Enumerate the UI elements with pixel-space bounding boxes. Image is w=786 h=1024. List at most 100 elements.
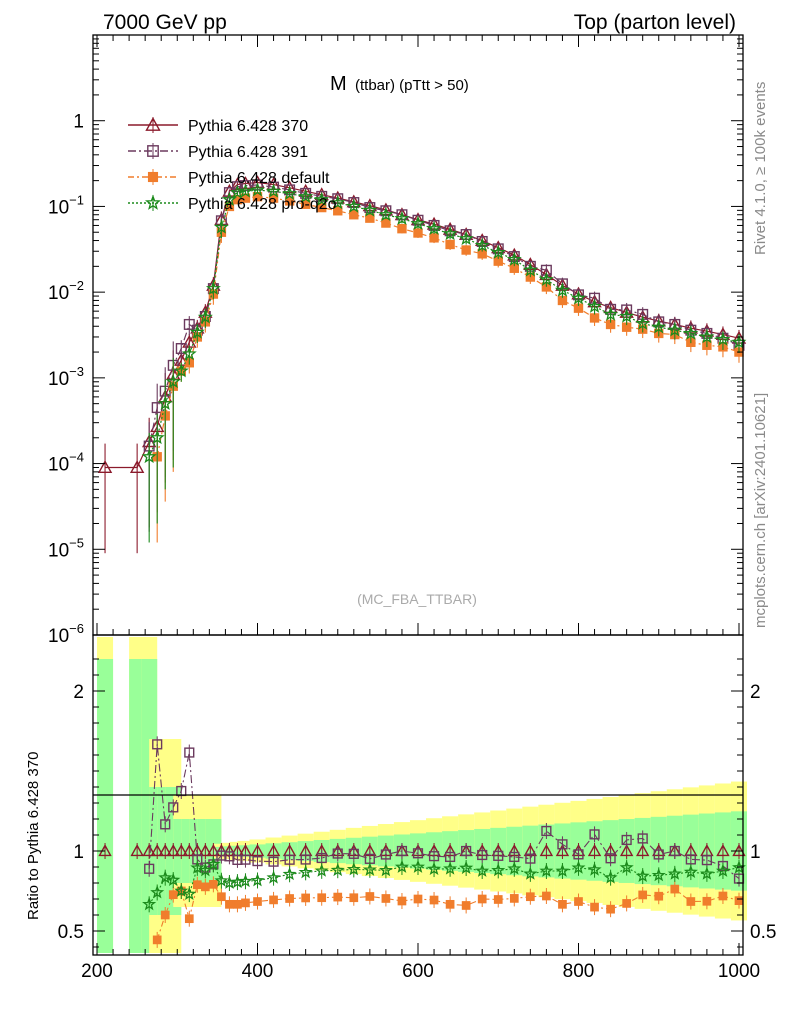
ratio-point-pythia-6-428-391 [685,854,696,865]
ratio-point-pythia-6-428-pro-q2o [443,861,458,875]
data-point-pythia-6-428-pro-q2o [619,308,635,323]
ratio-point-pythia-6-428-default [168,890,178,899]
x-tick-label: 800 [563,961,595,982]
ratio-point-pythia-6-428-391 [184,747,195,758]
ratio-point-pythia-6-428-pro-q2o [346,862,361,876]
ratio-point-pythia-6-428-pro-q2o [206,856,221,871]
ratio-point-pythia-6-428-default [445,899,455,909]
ratio-point-pythia-6-428-default [217,892,226,902]
ratio-point-pythia-6-428-391 [461,845,472,857]
ratio-point-pythia-6-428-default [413,894,423,904]
ratio-point-pythia-6-428-370 [636,844,650,857]
data-point-pythia-6-428-pro-q2o [490,244,506,259]
ratio-y-axis-label: Ratio to Pythia 6.428 370 [25,752,42,920]
ratio-point-pythia-6-428-pro-q2o [667,866,682,880]
data-point-pythia-6-428-pro-q2o [346,198,362,213]
ratio-point-pythia-6-428-370 [619,844,634,857]
stat-band [97,659,114,953]
data-point-pythia-6-428-pro-q2o [205,280,221,295]
ratio-point-pythia-6-428-370 [539,844,554,857]
ratio-point-pythia-6-428-pro-q2o [507,861,522,875]
y-tick-label: 10−1 [48,192,84,218]
plot-title-main: M [330,73,347,95]
ratio-point-pythia-6-428-default [525,892,535,902]
ratio-point-pythia-6-428-default [365,892,375,901]
ratio-point-pythia-6-428-391 [701,855,712,866]
ratio-tick-label-left: 1 [73,842,84,863]
ratio-point-pythia-6-428-391 [573,849,584,860]
ratio-point-pythia-6-428-370 [174,844,188,857]
data-point-pythia-6-428-pro-q2o [149,429,165,445]
ratio-point-pythia-6-428-default [606,904,615,914]
x-tick-label: 200 [81,961,113,982]
ratio-point-pythia-6-428-pro-q2o [394,859,409,873]
ratio-point-pythia-6-428-391 [216,850,227,861]
ratio-point-pythia-6-428-default [734,896,744,906]
ratio-panel: 0.5 0.5 1 1 2 2 Ratio to Pythia 6.428 370 [25,634,776,956]
ratio-point-pythia-6-428-pro-q2o [142,896,157,911]
data-point-pythia-6-428-pro-q2o [173,363,189,378]
data-point-pythia-6-428-pro-q2o [213,219,229,234]
ratio-point-pythia-6-428-pro-q2o [539,863,554,877]
ratio-point-pythia-6-428-default [269,895,278,905]
ratio-point-pythia-6-428-pro-q2o [166,872,181,886]
ratio-point-pythia-6-428-391 [160,819,171,830]
x-tick-label: 1000 [718,961,760,982]
ratio-point-pythia-6-428-pro-q2o [555,863,570,877]
data-point-pythia-6-428-default [300,199,311,209]
data-point-pythia-6-428-pro-q2o [538,271,554,287]
ratio-point-pythia-6-428-370 [732,844,746,857]
ratio-point-pythia-6-428-391 [396,845,408,857]
ratio-point-pythia-6-428-391 [493,850,504,861]
ratio-point-pythia-6-428-pro-q2o [523,866,538,880]
data-point-pythia-6-428-pro-q2o [141,448,157,464]
ratio-point-pythia-6-428-default [209,879,218,889]
ratio-point-pythia-6-428-pro-q2o [475,863,490,877]
ratio-point-pythia-6-428-391 [605,853,616,864]
ratio-point-pythia-6-428-391 [240,854,251,865]
data-point-pythia-6-428-pro-q2o [522,262,538,277]
ratio-point-pythia-6-428-391 [232,854,243,865]
ratio-point-pythia-6-428-pro-q2o [459,860,474,875]
data-point-pythia-6-428-default [413,228,423,238]
ratio-point-pythia-6-428-pro-q2o [378,862,393,877]
ratio-point-pythia-6-428-391 [557,839,568,850]
ratio-point-pythia-6-428-391 [380,849,392,860]
ratio-point-pythia-6-428-default [225,899,234,909]
ratio-point-pythia-6-428-pro-q2o [651,867,666,882]
ratio-point-pythia-6-428-391 [637,833,648,844]
data-point-pythia-6-428-default [333,206,343,216]
data-point-pythia-6-428-pro-q2o [330,195,346,210]
ratio-point-pythia-6-428-pro-q2o [214,873,229,887]
ratio-point-pythia-6-428-default [638,890,648,900]
ratio-point-pythia-6-428-370 [198,844,213,857]
data-point-pythia-6-428-pro-q2o [265,183,282,198]
legend: Pythia 6.428 370 Pythia 6.428 391 Pythia 6… [128,117,337,213]
ratio-point-pythia-6-428-default [429,895,439,905]
ratio-point-pythia-6-428-pro-q2o [603,870,618,884]
data-point-pythia-6-428-pro-q2o [587,298,602,313]
ratio-point-pythia-6-428-pro-q2o [314,863,329,877]
ratio-point-pythia-6-428-default [285,894,294,903]
ratio-point-pythia-6-428-default [381,894,391,903]
process-label: Top (parton level) [574,11,736,34]
ratio-point-pythia-6-428-370 [206,844,221,857]
data-point-pythia-6-428-pro-q2o [715,331,731,346]
ratio-point-pythia-6-428-default [574,897,583,906]
ratio-point-pythia-6-428-pro-q2o [427,861,442,876]
rivet-version-label: Rivet 4.1.0, ≥ 100k events [752,82,769,255]
data-point-pythia-6-428-default [317,202,327,213]
y-tick-label: 10−5 [48,535,84,561]
ratio-tick-label-left: 2 [73,682,84,703]
ratio-point-pythia-6-428-391 [252,856,263,867]
data-point-pythia-6-428-pro-q2o [410,215,426,231]
ratio-point-pythia-6-428-pro-q2o [362,862,377,876]
ratio-point-pythia-6-428-391 [316,852,327,864]
data-point-pythia-6-428-370 [97,460,113,473]
x-tick-label: 400 [242,961,274,982]
data-point-pythia-6-428-pro-q2o [458,230,474,246]
legend-marker-pythia-6-428-370 [145,117,161,131]
series-line-pythia-6-428-391 [148,184,740,447]
ratio-point-pythia-6-428-default [152,935,162,945]
